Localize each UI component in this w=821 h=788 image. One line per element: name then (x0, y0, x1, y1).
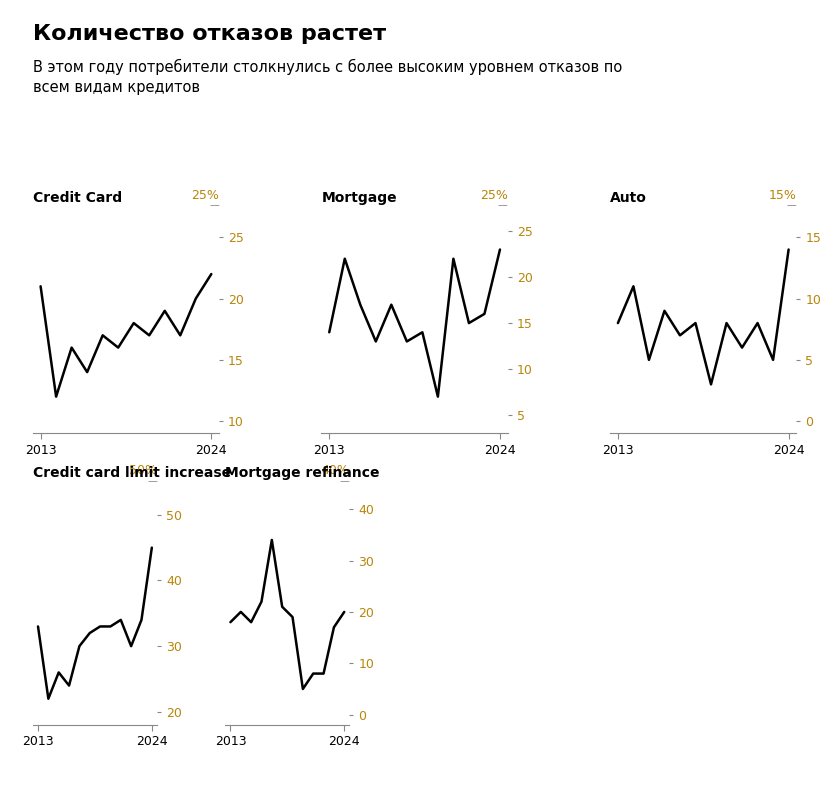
Text: В этом году потребители столкнулись с более высоким уровнем отказов по
всем вида: В этом году потребители столкнулись с бо… (33, 59, 622, 95)
Text: Количество отказов растет: Количество отказов растет (33, 24, 386, 43)
Text: 25%: 25% (479, 189, 507, 202)
Text: —: — (209, 201, 219, 210)
Text: Credit card limit increase: Credit card limit increase (33, 466, 231, 481)
Text: Credit Card: Credit Card (33, 191, 122, 205)
Text: Auto: Auto (610, 191, 647, 205)
Text: —: — (340, 476, 350, 486)
Text: 50%: 50% (129, 464, 157, 477)
Text: Mortgage refinance: Mortgage refinance (225, 466, 380, 481)
Text: 15%: 15% (768, 189, 796, 202)
Text: Mortgage: Mortgage (322, 191, 397, 205)
Text: —: — (147, 476, 157, 486)
Text: —: — (498, 201, 507, 210)
Text: —: — (787, 201, 796, 210)
Text: 40%: 40% (322, 464, 350, 477)
Text: 25%: 25% (191, 189, 219, 202)
